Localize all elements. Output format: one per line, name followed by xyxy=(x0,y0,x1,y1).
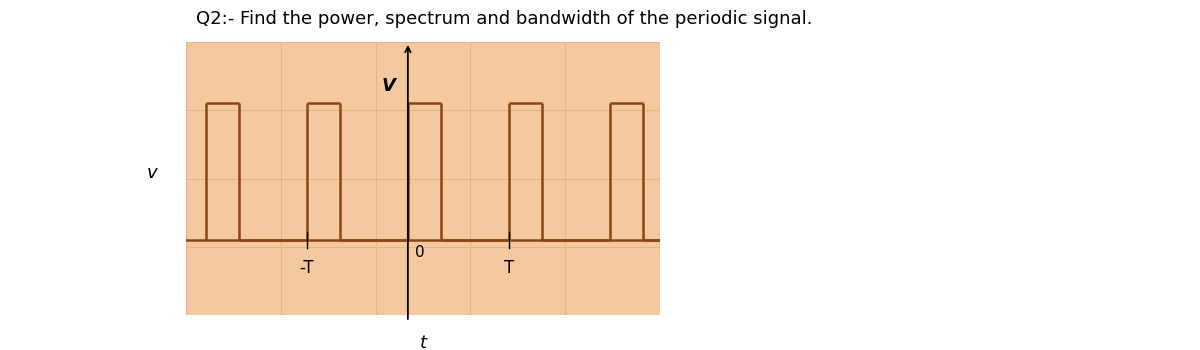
Text: 0: 0 xyxy=(415,245,425,260)
Text: T: T xyxy=(504,259,514,277)
Text: t: t xyxy=(420,334,426,350)
Text: -T: -T xyxy=(300,259,314,277)
Text: V: V xyxy=(382,77,396,95)
Text: Q2:- Find the power, spectrum and bandwidth of the periodic signal.: Q2:- Find the power, spectrum and bandwi… xyxy=(196,10,812,28)
Text: v: v xyxy=(148,164,157,182)
